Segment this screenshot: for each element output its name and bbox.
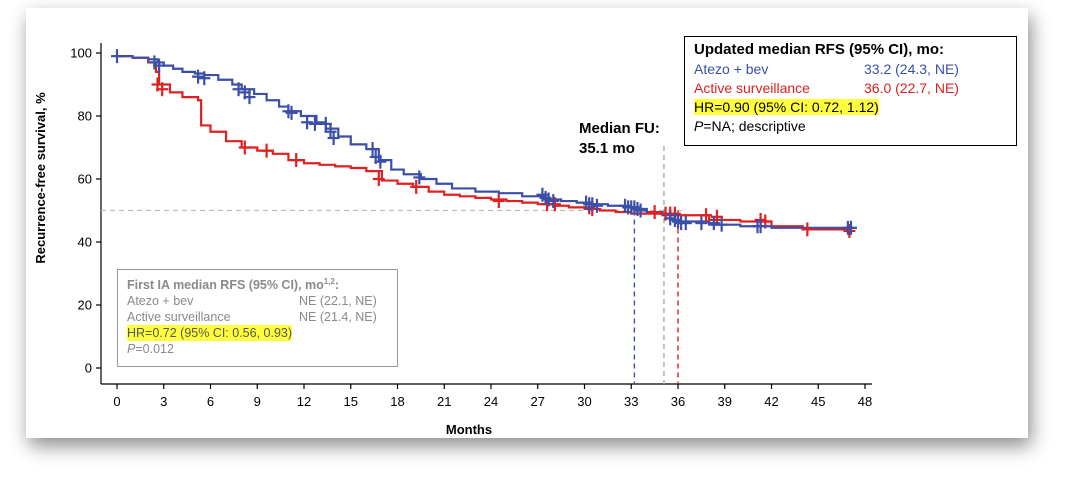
x-tick-label-45: 45 — [811, 394, 825, 409]
legend-p-label: P — [694, 118, 704, 134]
x-tick-label-21: 21 — [437, 394, 451, 409]
first-ia-value-atezo: NE (22.1, NE) — [299, 294, 377, 309]
y-tick-label-60: 60 — [78, 172, 92, 187]
censor-mark-0-38 — [695, 216, 708, 231]
censor-marks — [111, 49, 857, 238]
x-tick-label-6: 6 — [207, 394, 214, 409]
censor-mark-1-21 — [843, 223, 856, 238]
legend-value-surveillance: 36.0 (22.7, NE) — [864, 80, 959, 96]
first-ia-p-label: P — [127, 342, 136, 357]
x-tick-label-0: 0 — [113, 394, 120, 409]
first-ia-title-sup: 1,2 — [323, 277, 335, 286]
first-ia-label-atezo: Atezo + bev — [127, 294, 194, 309]
censor-mark-1-4 — [290, 153, 303, 168]
first-ia-row-atezo: Atezo + bev NE (22.1, NE) — [127, 293, 397, 309]
censor-mark-0-32 — [634, 203, 647, 218]
censor-mark-0-40 — [715, 217, 728, 232]
x-tick-label-27: 27 — [531, 394, 545, 409]
median-fu-annotation: Median FU: 35.1 mo — [579, 119, 660, 159]
legend-row-surveillance: Active surveillance 36.0 (22.7, NE) — [694, 79, 1016, 98]
y-tick-label-100: 100 — [70, 46, 92, 61]
censor-mark-0-7 — [243, 90, 256, 105]
legend-p-value: P=NA; descriptive — [694, 117, 1016, 136]
x-tick-label-18: 18 — [390, 394, 404, 409]
censor-mark-1-2 — [238, 140, 251, 155]
legend-p-rest: =NA; descriptive — [703, 118, 806, 134]
updated-rfs-legend: Updated median RFS (95% CI), mo: Atezo +… — [684, 36, 1017, 146]
reference-lines — [101, 146, 683, 384]
censor-mark-0-17 — [374, 154, 387, 169]
first-ia-hazard-ratio: HR=0.72 (95% CI: 0.56, 0.93) — [127, 325, 293, 342]
x-tick-label-36: 36 — [671, 394, 685, 409]
x-tick-label-15: 15 — [344, 394, 358, 409]
first-ia-row-surveillance: Active surveillance NE (21.4, NE) — [127, 309, 397, 325]
y-axis-label: Recurrence-free survival, % — [33, 92, 48, 264]
censor-mark-1-5 — [372, 172, 385, 186]
x-tick-label-42: 42 — [764, 394, 778, 409]
censor-mark-1-12 — [648, 205, 661, 220]
censor-mark-0-3 — [192, 69, 205, 84]
censor-mark-1-1 — [156, 82, 169, 97]
x-tick-label-33: 33 — [624, 394, 638, 409]
censor-mark-1-6 — [410, 179, 423, 194]
x-tick-label-30: 30 — [577, 394, 591, 409]
censor-mark-0-2 — [153, 58, 166, 73]
legend-hazard-ratio: HR=0.90 (95% CI: 0.72, 1.12) — [694, 99, 879, 115]
first-ia-p-rest: =0.012 — [135, 342, 174, 357]
censor-mark-0-12 — [319, 116, 332, 131]
y-tick-label-0: 0 — [85, 361, 92, 376]
first-ia-title-text: First IA median RFS (95% CI), mo — [127, 278, 324, 293]
first-ia-value-surveillance: NE (21.4, NE) — [299, 310, 377, 325]
y-tick-label-80: 80 — [78, 109, 92, 124]
censor-mark-1-3 — [260, 143, 273, 158]
censor-mark-0-15 — [366, 142, 379, 157]
censor-mark-0-4 — [198, 71, 211, 86]
legend-label-atezo: Atezo + bev — [694, 61, 769, 77]
censor-mark-0-14 — [327, 131, 340, 146]
legend-row-atezo: Atezo + bev 33.2 (24.3, NE) — [694, 60, 1016, 79]
first-ia-p-value: P=0.012 — [127, 341, 397, 357]
legend-label-surveillance: Active surveillance — [694, 80, 810, 96]
x-tick-label-12: 12 — [297, 394, 311, 409]
censor-mark-0-42 — [754, 219, 767, 234]
first-ia-title: First IA median RFS (95% CI), mo1,2: — [127, 274, 397, 293]
censor-mark-1-16 — [700, 208, 713, 223]
y-tick-label-40: 40 — [78, 235, 92, 250]
censor-mark-0-22 — [547, 194, 560, 209]
censor-mark-1-20 — [801, 222, 814, 237]
censor-mark-0-37 — [679, 216, 692, 231]
censor-mark-0-44 — [844, 220, 857, 235]
censor-mark-1-9 — [548, 197, 561, 212]
first-ia-title-end: : — [334, 278, 340, 293]
legend-value-atezo: 33.2 (24.3, NE) — [864, 61, 959, 77]
x-tick-label-9: 9 — [254, 394, 261, 409]
y-tick-label-20: 20 — [78, 298, 92, 313]
censor-mark-0-18 — [413, 170, 426, 185]
censor-mark-0-0 — [111, 49, 123, 64]
median-fu-label: Median FU: — [579, 120, 660, 137]
censor-mark-0-39 — [707, 216, 720, 231]
x-tick-label-48: 48 — [858, 394, 872, 409]
x-tick-label-24: 24 — [484, 394, 498, 409]
first-ia-label-surveillance: Active surveillance — [127, 310, 231, 325]
censor-mark-0-5 — [232, 82, 245, 97]
median-fu-value: 35.1 mo — [579, 140, 635, 157]
first-ia-box: First IA median RFS (95% CI), mo1,2: Ate… — [117, 269, 398, 367]
x-axis-label: Months — [446, 422, 492, 437]
censor-mark-1-7 — [492, 194, 505, 209]
censor-mark-0-10 — [301, 115, 314, 130]
censor-mark-0-26 — [590, 198, 603, 213]
x-tick-label-39: 39 — [718, 394, 732, 409]
x-tick-label-3: 3 — [160, 394, 167, 409]
legend-title: Updated median RFS (95% CI), mo: — [694, 41, 945, 58]
censor-mark-0-9 — [285, 105, 298, 120]
censor-mark-0-11 — [308, 116, 321, 131]
